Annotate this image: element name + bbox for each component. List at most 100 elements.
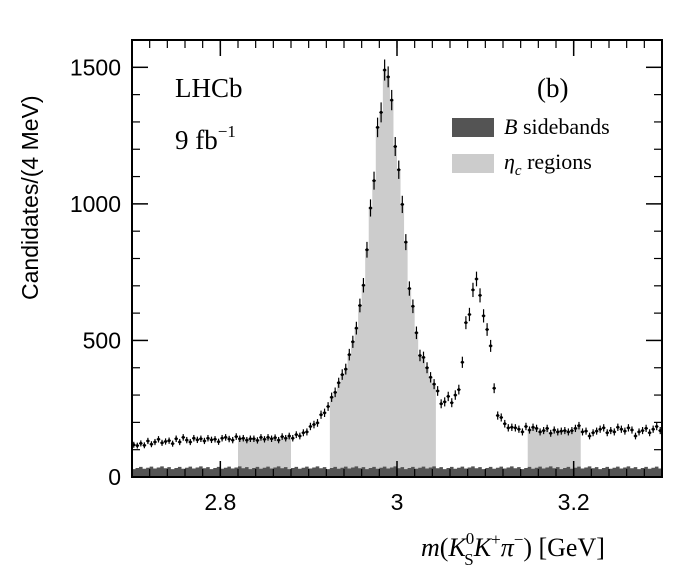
data-point-23 — [213, 436, 217, 443]
data-point-72 — [386, 66, 390, 88]
data-point-144 — [640, 427, 645, 435]
data-point-88 — [442, 397, 447, 407]
y-tick-label-0: 0 — [108, 464, 121, 490]
data-point-96 — [471, 282, 475, 298]
eta-c-region-2 — [527, 425, 581, 477]
data-point-90 — [449, 398, 454, 408]
data-point-103 — [495, 411, 500, 420]
eta-c-region-1 — [329, 70, 436, 477]
data-point-81 — [418, 349, 422, 362]
data-point-78 — [407, 281, 412, 296]
data-point-4 — [146, 437, 150, 445]
data-point-106 — [506, 424, 511, 432]
data-point-38 — [266, 434, 270, 441]
eta-c-regions — [238, 70, 581, 477]
panel-label: (b) — [537, 73, 568, 103]
data-point-24 — [216, 438, 221, 445]
y-tick-label-1: 500 — [83, 327, 121, 353]
data-point-120 — [555, 428, 560, 436]
data-point-93 — [460, 356, 465, 368]
data-point-80 — [414, 326, 419, 340]
data-point-43 — [283, 434, 288, 442]
data-point-75 — [396, 160, 401, 179]
data-point-41 — [276, 436, 281, 444]
data-point-145 — [644, 424, 648, 433]
data-point-141 — [630, 426, 634, 434]
x-tick-label-2: 3.2 — [558, 489, 590, 515]
data-point-44 — [287, 432, 292, 440]
data-point-15 — [184, 436, 189, 444]
y-tick-label-2: 1000 — [70, 191, 121, 217]
data-point-73 — [389, 89, 394, 111]
data-point-59 — [340, 369, 345, 380]
data-point-146 — [647, 429, 652, 437]
data-point-92 — [457, 384, 461, 395]
data-point-101 — [488, 339, 493, 352]
data-point-19 — [199, 435, 203, 442]
data-point-50 — [308, 422, 313, 431]
data-point-98 — [478, 288, 482, 303]
data-point-113 — [531, 423, 535, 431]
data-point-137 — [616, 423, 620, 431]
data-point-66 — [365, 241, 369, 258]
data-point-49 — [305, 428, 309, 436]
data-point-10 — [167, 437, 171, 444]
data-point-86 — [435, 386, 440, 396]
data-point-122 — [563, 427, 567, 435]
data-point-100 — [485, 323, 489, 336]
data-point-63 — [354, 321, 359, 335]
data-point-117 — [545, 424, 549, 433]
data-point-114 — [534, 424, 539, 433]
data-point-42 — [280, 433, 284, 440]
x-tick-label-0: 2.8 — [204, 489, 236, 515]
data-point-67 — [368, 199, 373, 217]
data-point-112 — [527, 426, 532, 434]
data-point-68 — [372, 171, 376, 190]
data-point-123 — [566, 428, 571, 436]
data-point-148 — [654, 422, 659, 431]
data-point-136 — [612, 428, 617, 436]
y-tick-labels: 0 500 1000 1500 — [70, 54, 121, 490]
data-point-9 — [163, 438, 168, 445]
data-point-118 — [548, 429, 553, 437]
data-point-109 — [517, 425, 521, 433]
data-point-124 — [570, 427, 574, 435]
data-point-142 — [633, 432, 638, 440]
data-point-40 — [273, 434, 277, 441]
data-point-139 — [623, 427, 627, 435]
data-point-1 — [135, 442, 140, 449]
data-point-54 — [322, 408, 327, 418]
data-point-143 — [637, 428, 641, 436]
data-point-6 — [153, 438, 157, 446]
data-point-2 — [139, 440, 143, 447]
data-point-102 — [492, 383, 496, 394]
data-point-33 — [248, 435, 253, 442]
data-point-31 — [241, 434, 246, 442]
data-point-21 — [206, 434, 210, 442]
legend-label-regions: ηc regions — [504, 149, 592, 179]
data-point-89 — [446, 391, 451, 402]
data-point-76 — [400, 195, 405, 214]
data-point-115 — [538, 428, 542, 436]
data-point-69 — [375, 117, 380, 138]
data-point-77 — [404, 234, 408, 251]
data-point-85 — [432, 379, 436, 390]
data-point-22 — [209, 436, 214, 444]
data-point-121 — [559, 427, 564, 435]
x-tick-labels: 2.8 3 3.2 — [204, 489, 589, 515]
data-point-83 — [425, 362, 429, 374]
data-point-128 — [584, 427, 588, 435]
x-tick-label-1: 3 — [391, 489, 404, 515]
data-point-17 — [192, 434, 196, 442]
data-point-3 — [142, 442, 147, 449]
data-point-36 — [259, 434, 263, 441]
legend: B sidebands ηc regions — [452, 114, 610, 179]
data-point-29 — [234, 433, 239, 440]
data-point-45 — [290, 434, 295, 442]
data-point-57 — [333, 387, 337, 398]
data-point-84 — [428, 372, 433, 383]
data-point-30 — [237, 435, 242, 442]
data-point-135 — [608, 427, 613, 435]
data-point-61 — [347, 348, 352, 361]
data-point-65 — [361, 278, 366, 293]
